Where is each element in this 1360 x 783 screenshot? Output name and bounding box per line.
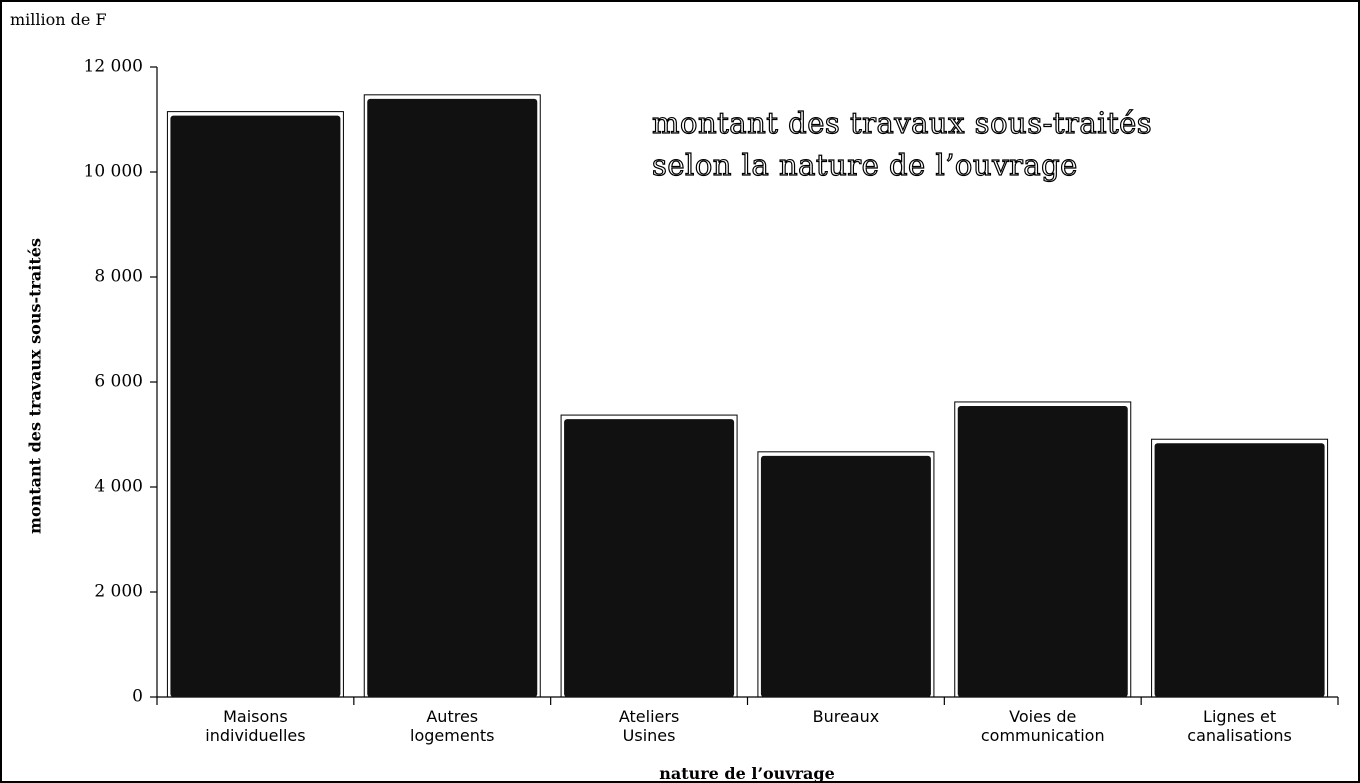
bar — [564, 419, 735, 697]
x-axis-label: nature de l’ouvrage — [659, 764, 835, 783]
bar — [367, 98, 538, 697]
unit-label: million de F — [10, 10, 107, 29]
bar — [957, 405, 1128, 697]
chart-title: montant des travaux sous-traités selon l… — [651, 105, 1153, 182]
bar — [1154, 443, 1325, 697]
bar — [760, 455, 931, 697]
bar — [170, 115, 341, 697]
y-tick-label: 10 000 — [84, 162, 143, 182]
x-tick-label: Lignes et canalisations — [1187, 707, 1292, 745]
x-tick-label: Autres logements — [410, 707, 495, 745]
y-tick-label: 8 000 — [94, 267, 143, 287]
y-tick-label: 4 000 — [94, 477, 143, 497]
x-tick-label: Ateliers Usines — [618, 707, 680, 745]
x-tick-label: Voies de communication — [980, 707, 1105, 745]
x-tick-label: Maisons individuelles — [205, 707, 306, 745]
x-tick-label: Bureaux — [812, 707, 880, 726]
y-tick-label: 12 000 — [84, 57, 143, 77]
y-tick-label: 0 — [132, 687, 143, 707]
y-axis-label: montant des travaux sous-traités — [25, 238, 45, 534]
y-tick-label: 6 000 — [94, 372, 143, 392]
y-tick-label: 2 000 — [94, 582, 143, 602]
